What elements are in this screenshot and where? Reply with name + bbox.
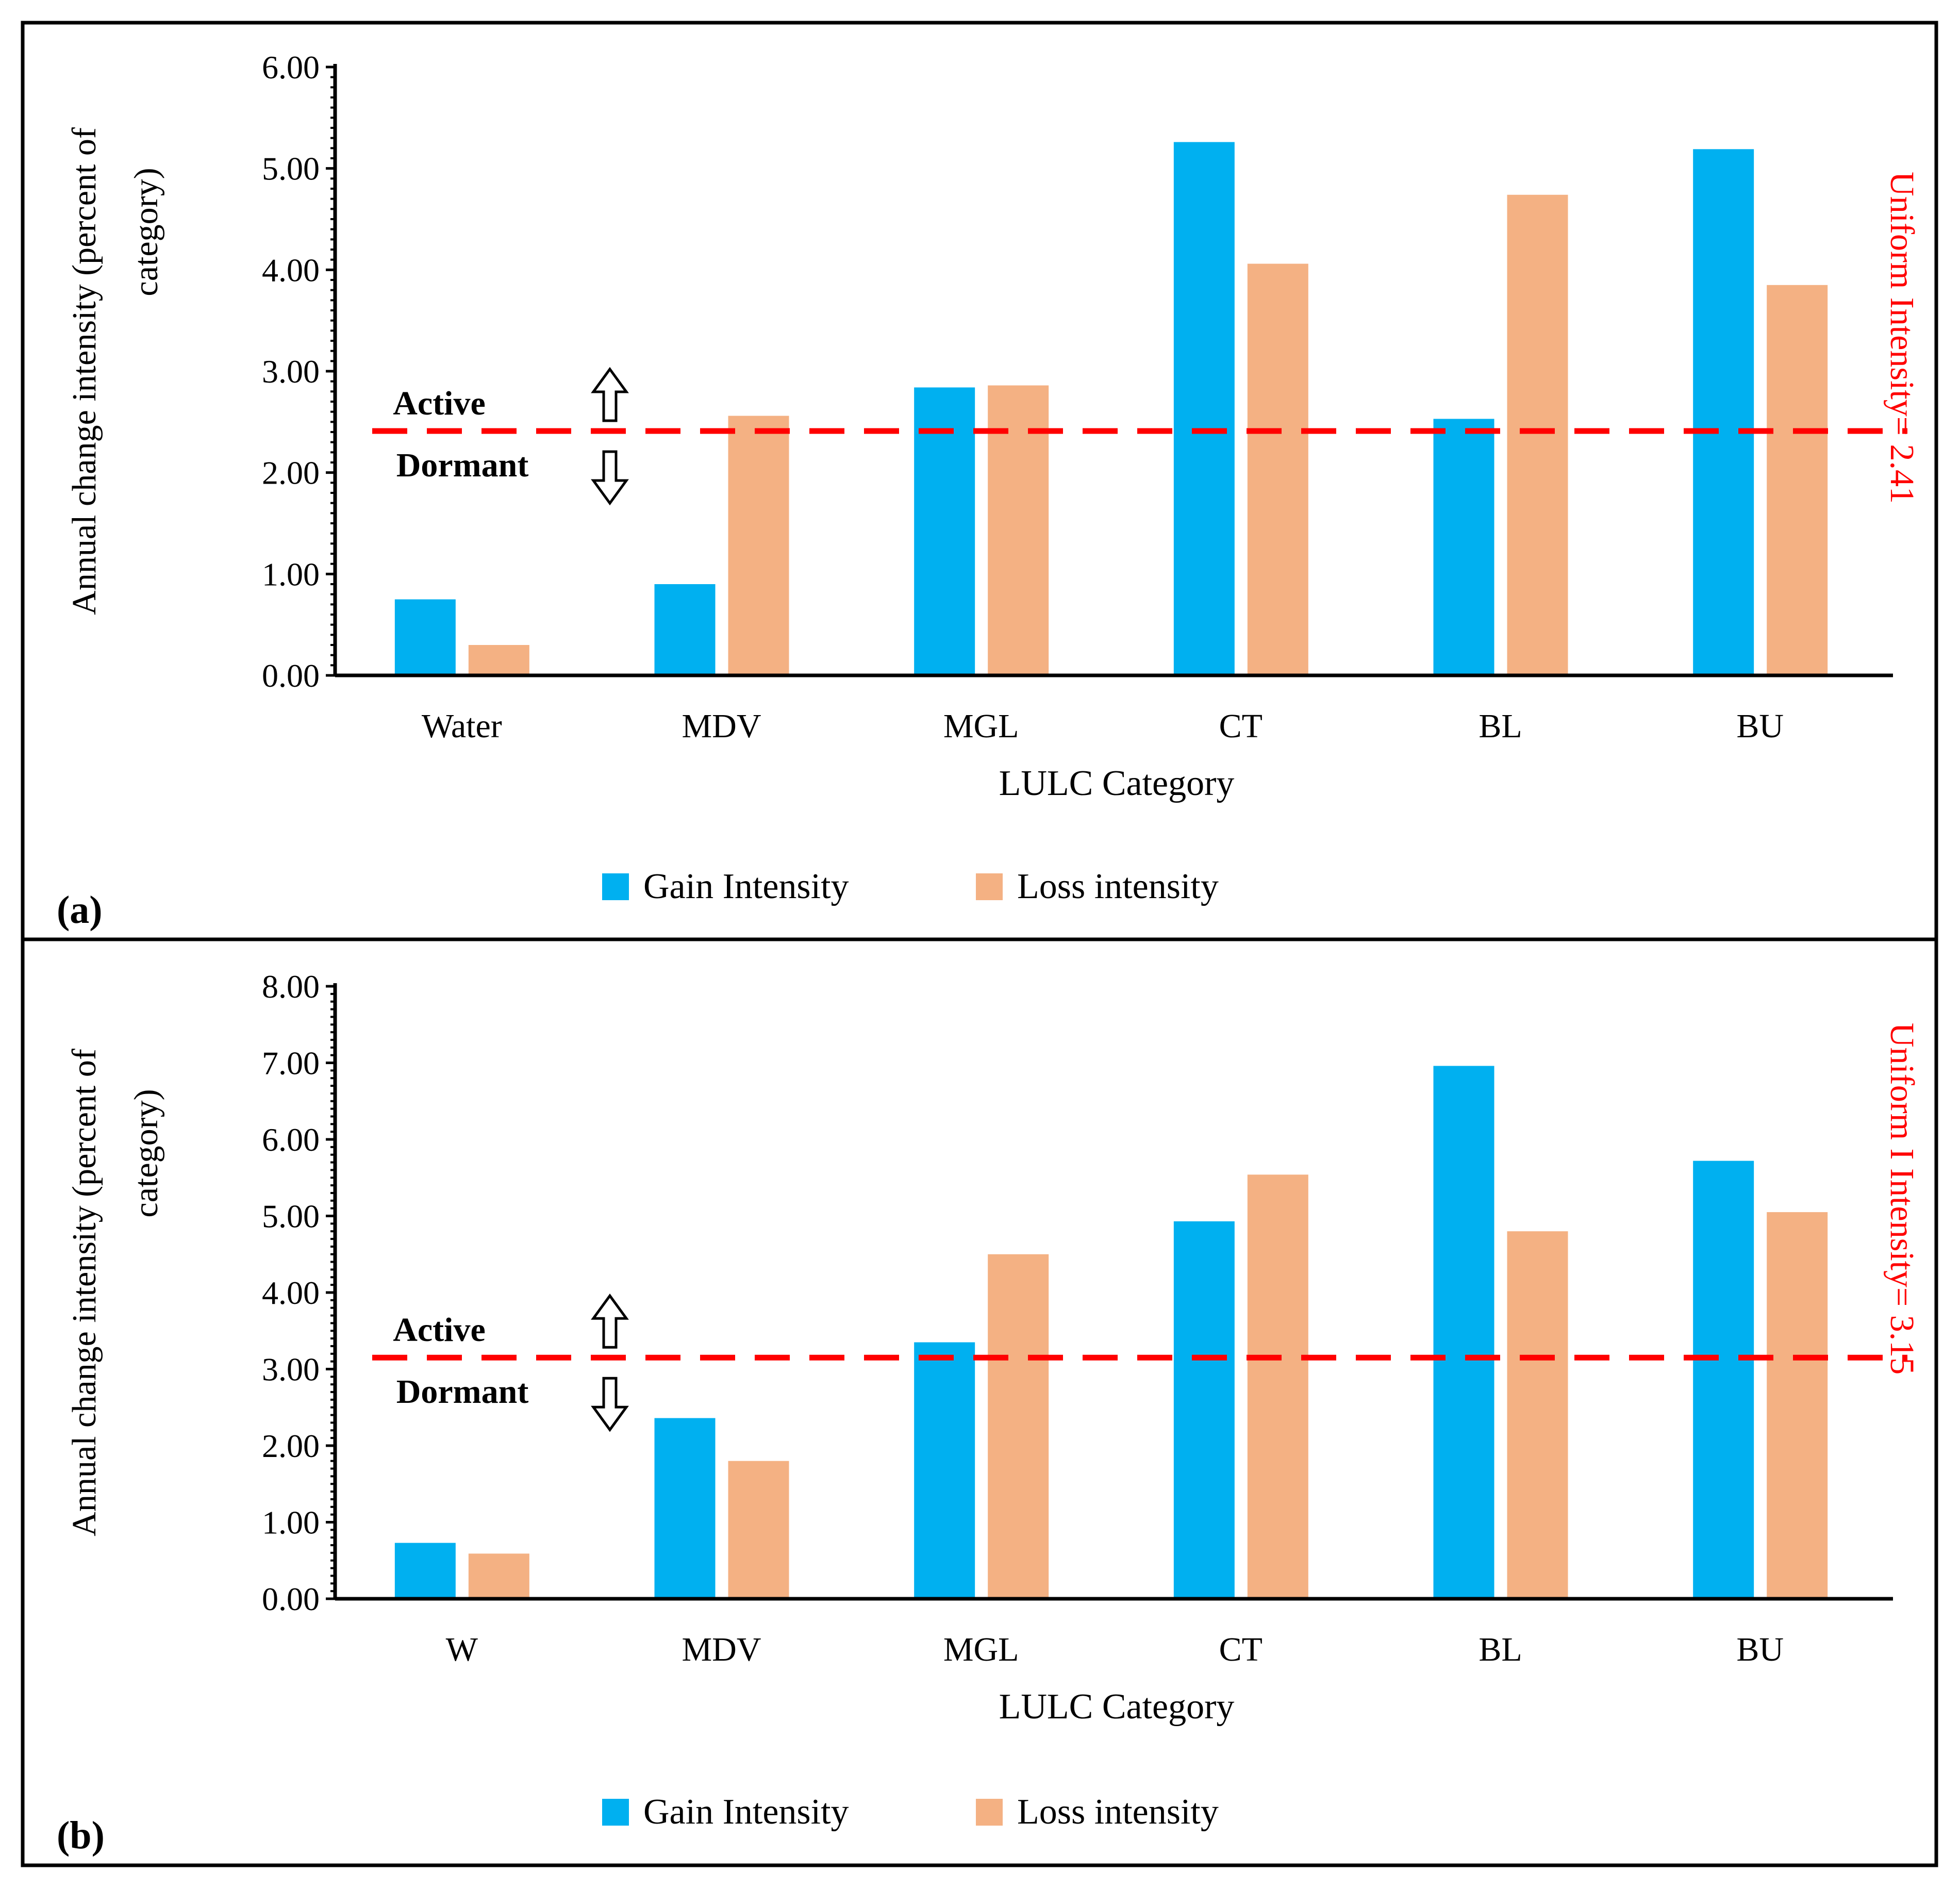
active-label: Active <box>393 1311 486 1349</box>
legend-gain-label: Gain Intensity <box>643 1792 849 1832</box>
x-tick-label: MDV <box>682 707 761 745</box>
panel-b: 0.00 1.00 2.00 3.00 4.00 5.00 6.00 7.00 8.00 W MDV… <box>57 968 1921 1857</box>
y-tick-label: 1.00 <box>262 556 320 592</box>
active-label: Active <box>393 385 486 422</box>
bar-loss-mdv <box>728 1461 789 1599</box>
bar-loss-bu <box>1767 285 1828 675</box>
bar-gain-mgl <box>914 1342 975 1599</box>
panel-a: 0.00 1.00 2.00 3.00 4.00 5.00 6.00 Water MDV MGL C… <box>57 49 1921 932</box>
y-tick-label: 5.00 <box>262 1198 320 1235</box>
bar-gain-w <box>394 1543 456 1599</box>
x-tick-label: BL <box>1479 1631 1522 1668</box>
y-tick-label: 1.00 <box>262 1504 320 1541</box>
legend-gain-label: Gain Intensity <box>643 867 849 906</box>
bar-gain-bu <box>1693 1161 1754 1599</box>
bar-gain-ct <box>1173 142 1235 675</box>
y-axis-title-line-1: Annual change intensity (percent of <box>65 127 103 615</box>
bar-loss-w <box>468 1553 529 1599</box>
y-axis-title-line-1: Annual change intensity (percent of <box>65 1049 103 1536</box>
y-tick-label: 2.00 <box>262 455 320 491</box>
y-tick-label: 5.00 <box>262 151 320 187</box>
bar-loss-water <box>468 645 529 675</box>
y-tick-label: 4.00 <box>262 1274 320 1311</box>
y-tick-label: 8.00 <box>262 968 320 1005</box>
panel-label: (b) <box>57 1814 105 1857</box>
bar-gain-mdv <box>654 584 716 675</box>
x-tick-label: BU <box>1736 707 1784 745</box>
x-tick-label: BL <box>1479 707 1522 745</box>
legend-gain-swatch <box>602 873 629 900</box>
bar-loss-mdv <box>728 416 789 675</box>
x-tick-label: CT <box>1219 1631 1263 1668</box>
legend-loss-label: Loss intensity <box>1017 867 1219 906</box>
bar-gain-mgl <box>914 387 975 675</box>
active-up-arrow-icon <box>591 367 629 422</box>
bar-loss-bl <box>1507 194 1568 675</box>
x-tick-label: MDV <box>682 1631 761 1668</box>
panel-label: (a) <box>57 888 103 932</box>
legend-loss-swatch <box>976 873 1003 900</box>
y-tick-label: 6.00 <box>262 1121 320 1158</box>
legend-gain-swatch <box>602 1799 629 1826</box>
y-tick-label: 6.00 <box>262 49 320 86</box>
dormant-label: Dormant <box>396 1373 529 1411</box>
y-tick-label: 3.00 <box>262 1351 320 1388</box>
legend-loss-swatch <box>976 1799 1003 1826</box>
active-up-arrow-icon <box>591 1293 629 1349</box>
bar-loss-mgl <box>988 1254 1049 1599</box>
bar-gain-bl <box>1433 1066 1494 1599</box>
y-tick-label: 0.00 <box>262 657 320 694</box>
figure-frame <box>21 21 1938 1867</box>
y-tick-label: 2.00 <box>262 1428 320 1464</box>
x-tick-label: MGL <box>943 707 1019 745</box>
y-tick-label: 0.00 <box>262 1581 320 1617</box>
bar-loss-bu <box>1767 1212 1828 1599</box>
bar-gain-bl <box>1433 419 1494 675</box>
dormant-label: Dormant <box>396 446 529 484</box>
bar-gain-water <box>394 599 456 675</box>
y-axis-title-line-2: category) <box>127 168 165 296</box>
y-tick-label: 7.00 <box>262 1045 320 1082</box>
bar-gain-mdv <box>654 1418 716 1599</box>
y-tick-label: 3.00 <box>262 353 320 390</box>
bar-loss-ct <box>1247 1174 1308 1599</box>
y-tick-label: 4.00 <box>262 252 320 288</box>
bar-loss-bl <box>1507 1231 1568 1599</box>
bar-gain-ct <box>1173 1221 1235 1599</box>
x-axis-title: LULC Category <box>999 1687 1235 1727</box>
bar-loss-ct <box>1247 263 1308 675</box>
uniform-intensity-label: Uniform I Intensity= 3.15 <box>1883 1023 1921 1374</box>
x-tick-label: W <box>446 1631 478 1668</box>
bar-gain-bu <box>1693 149 1754 675</box>
x-tick-label: MGL <box>943 1631 1019 1668</box>
x-tick-label: Water <box>422 707 502 745</box>
x-tick-label: BU <box>1736 1631 1784 1668</box>
y-axis-title-line-2: category) <box>127 1089 165 1217</box>
uniform-intensity-label: Uniform Intensity= 2.41 <box>1883 172 1921 504</box>
dormant-down-arrow-icon <box>591 450 629 506</box>
legend-loss-label: Loss intensity <box>1017 1792 1219 1832</box>
x-axis-title: LULC Category <box>999 764 1235 803</box>
dormant-down-arrow-icon <box>591 1377 629 1432</box>
x-tick-label: CT <box>1219 707 1263 745</box>
